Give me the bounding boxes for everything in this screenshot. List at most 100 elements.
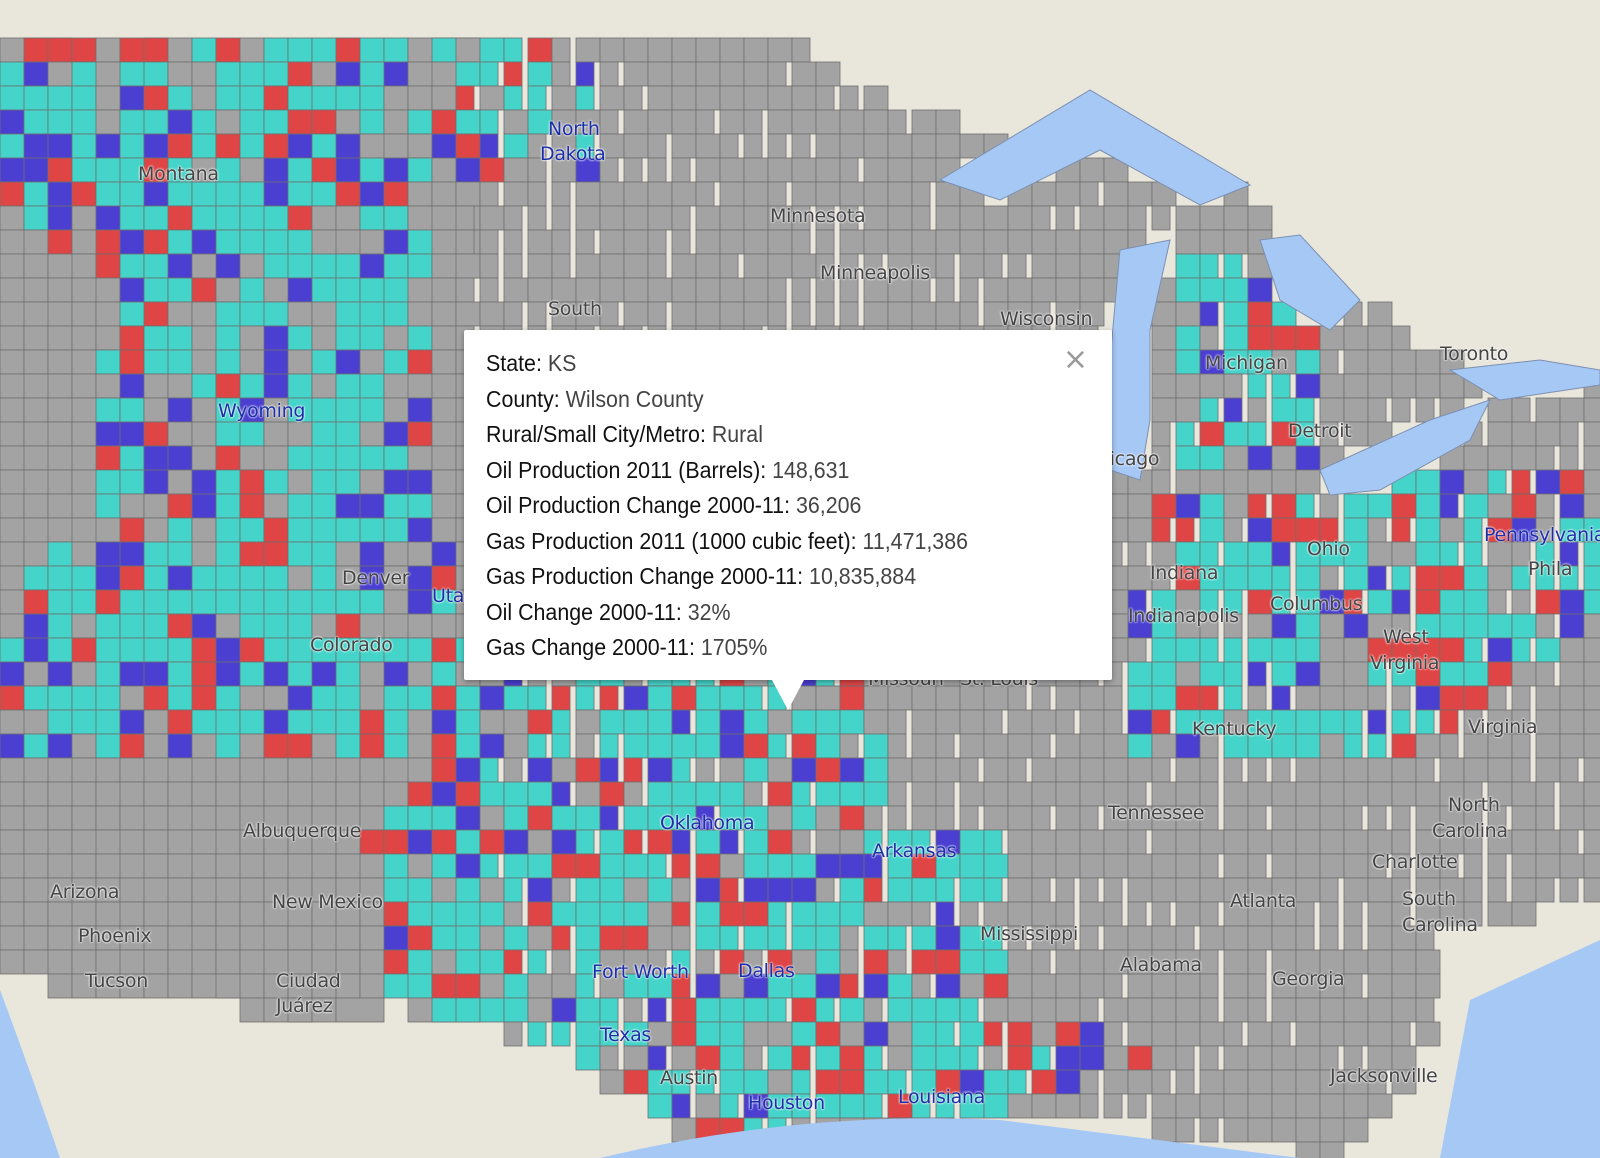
county[interactable]: [983, 709, 1003, 735]
county[interactable]: [47, 829, 73, 855]
county[interactable]: [191, 613, 217, 639]
county[interactable]: [1319, 661, 1345, 687]
county[interactable]: [1559, 781, 1585, 807]
county[interactable]: [431, 109, 457, 135]
county[interactable]: [1175, 637, 1201, 663]
county[interactable]: [1319, 709, 1345, 735]
county[interactable]: [1415, 493, 1441, 519]
county[interactable]: [1271, 469, 1297, 495]
county[interactable]: [431, 517, 457, 543]
county[interactable]: [1103, 1069, 1129, 1095]
county[interactable]: [1271, 925, 1297, 951]
county[interactable]: [791, 829, 811, 855]
county[interactable]: [959, 949, 985, 975]
county[interactable]: [1079, 733, 1105, 759]
county[interactable]: [671, 301, 697, 327]
county[interactable]: [407, 421, 433, 447]
county[interactable]: [503, 949, 523, 975]
county[interactable]: [479, 709, 505, 735]
county[interactable]: [1127, 1021, 1153, 1047]
county[interactable]: [983, 301, 1009, 327]
county[interactable]: [527, 949, 547, 975]
county[interactable]: [167, 709, 193, 735]
county[interactable]: [1127, 925, 1153, 951]
county[interactable]: [983, 1045, 1003, 1071]
county[interactable]: [455, 709, 481, 735]
county[interactable]: [911, 205, 931, 231]
county[interactable]: [791, 733, 817, 759]
county[interactable]: [1271, 781, 1297, 807]
county[interactable]: [743, 61, 769, 87]
county[interactable]: [1031, 829, 1057, 855]
county[interactable]: [1391, 325, 1411, 351]
county[interactable]: [311, 277, 337, 303]
county[interactable]: [647, 1069, 673, 1095]
county[interactable]: [479, 301, 505, 327]
county[interactable]: [383, 541, 409, 567]
county[interactable]: [311, 877, 337, 903]
county[interactable]: [791, 37, 811, 63]
county[interactable]: [1127, 973, 1153, 999]
county[interactable]: [839, 181, 865, 207]
county[interactable]: [1223, 445, 1249, 471]
county[interactable]: [479, 997, 505, 1023]
county[interactable]: [719, 1069, 745, 1095]
county[interactable]: [1151, 1093, 1177, 1119]
county[interactable]: [1271, 445, 1297, 471]
county[interactable]: [335, 757, 361, 783]
county[interactable]: [623, 781, 643, 807]
county[interactable]: [1199, 901, 1219, 927]
county[interactable]: [767, 901, 787, 927]
county[interactable]: [1487, 565, 1513, 591]
county[interactable]: [575, 733, 595, 759]
county[interactable]: [1199, 277, 1225, 303]
county[interactable]: [263, 445, 289, 471]
county[interactable]: [335, 901, 361, 927]
county[interactable]: [1223, 1021, 1243, 1047]
county[interactable]: [1463, 637, 1483, 663]
county[interactable]: [119, 349, 145, 375]
county[interactable]: [1031, 733, 1051, 759]
county[interactable]: [311, 733, 337, 759]
county[interactable]: [503, 901, 523, 927]
county[interactable]: [983, 781, 1009, 807]
county[interactable]: [599, 61, 619, 87]
county[interactable]: [455, 853, 481, 879]
county[interactable]: [311, 205, 337, 231]
county[interactable]: [0, 829, 25, 855]
county[interactable]: [383, 829, 409, 855]
county[interactable]: [431, 853, 457, 879]
county[interactable]: [1487, 709, 1513, 735]
county[interactable]: [527, 805, 553, 831]
county[interactable]: [983, 229, 1009, 255]
county[interactable]: [815, 229, 835, 255]
county[interactable]: [911, 181, 931, 207]
county[interactable]: [623, 685, 649, 711]
county[interactable]: [743, 229, 769, 255]
county[interactable]: [1103, 781, 1129, 807]
county[interactable]: [239, 589, 265, 615]
county[interactable]: [1319, 685, 1345, 711]
county[interactable]: [383, 733, 409, 759]
county[interactable]: [647, 85, 673, 111]
county[interactable]: [407, 661, 433, 687]
county[interactable]: [1247, 709, 1273, 735]
county[interactable]: [47, 229, 73, 255]
county[interactable]: [863, 781, 889, 807]
county[interactable]: [647, 61, 673, 87]
county[interactable]: [671, 37, 697, 63]
county[interactable]: [1439, 637, 1465, 663]
county[interactable]: [1439, 517, 1465, 543]
county[interactable]: [1343, 853, 1369, 879]
county[interactable]: [479, 253, 499, 279]
county[interactable]: [191, 565, 217, 591]
county[interactable]: [1055, 877, 1075, 903]
county[interactable]: [815, 1045, 841, 1071]
county[interactable]: [95, 685, 121, 711]
county[interactable]: [983, 757, 1009, 783]
county[interactable]: [335, 805, 361, 831]
county[interactable]: [1535, 613, 1555, 639]
county[interactable]: [1343, 805, 1363, 831]
county[interactable]: [1487, 421, 1513, 447]
county[interactable]: [839, 829, 865, 855]
